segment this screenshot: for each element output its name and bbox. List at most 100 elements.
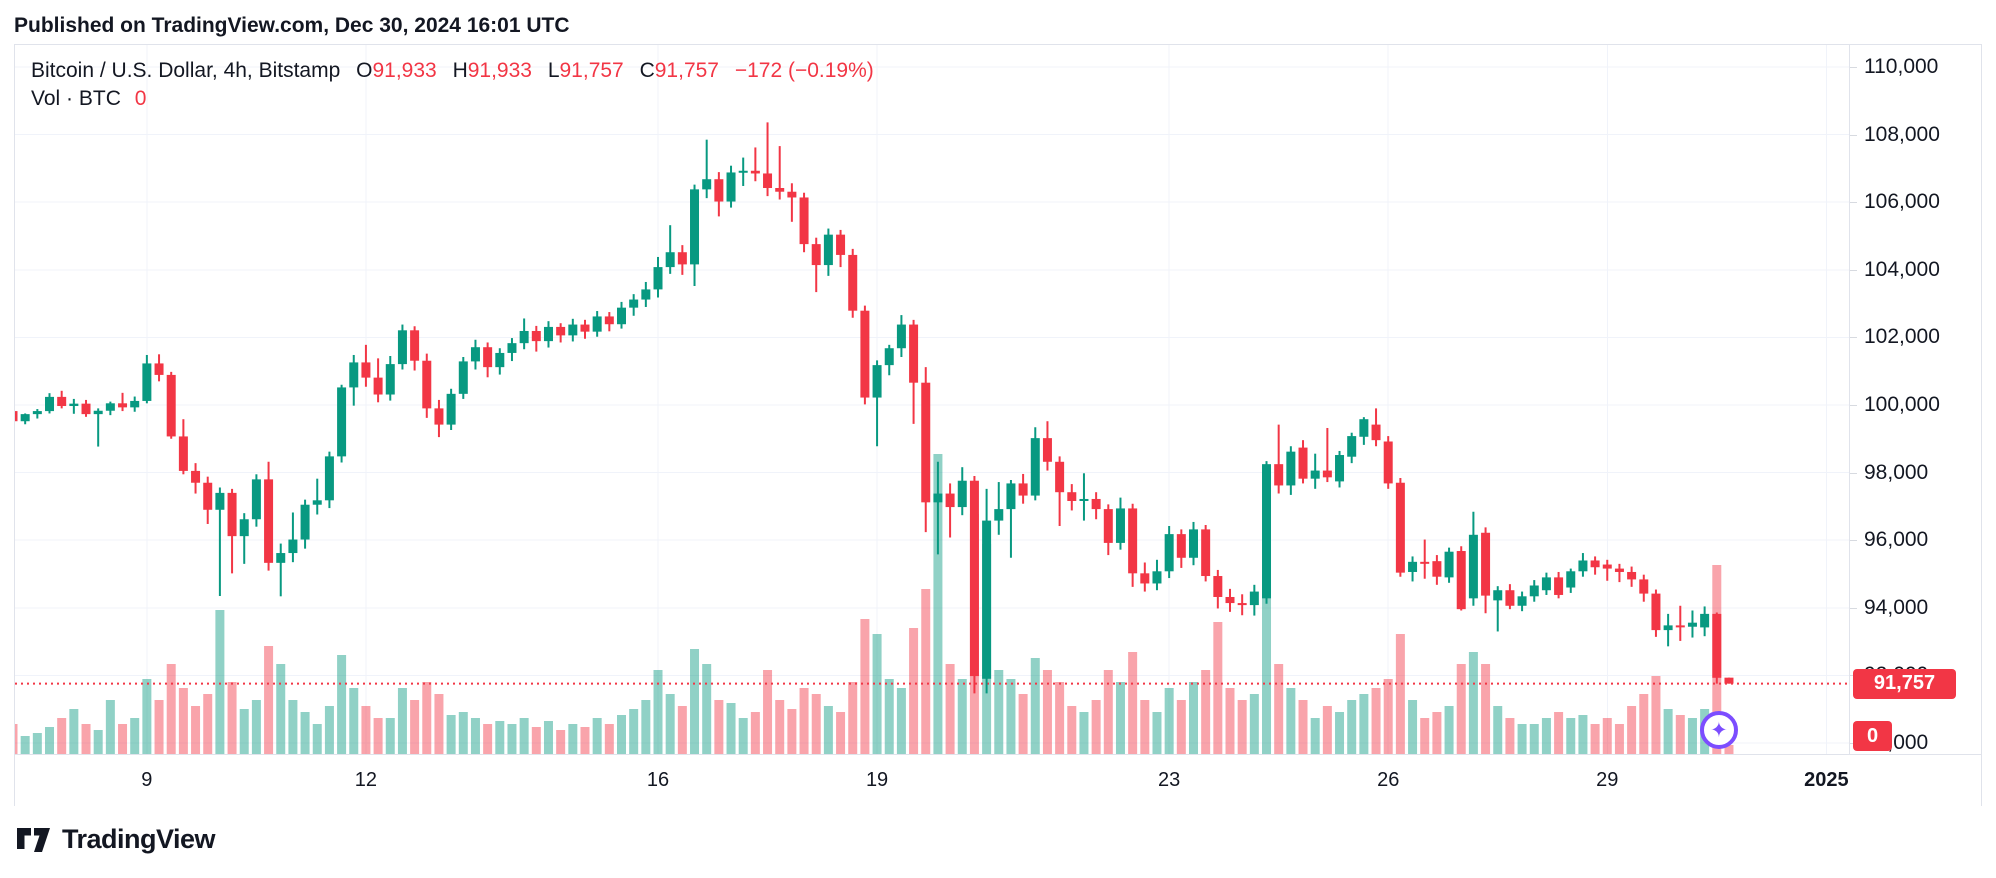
volume-bar bbox=[1055, 682, 1065, 754]
volume-bar bbox=[264, 646, 274, 754]
volume-bar bbox=[909, 628, 919, 754]
ohlc-low-value: 91,757 bbox=[559, 59, 624, 82]
volume-bar bbox=[763, 670, 773, 754]
candle-body bbox=[909, 324, 919, 383]
ohlc-open-value: 91,933 bbox=[372, 59, 437, 82]
time-tick-label: 16 bbox=[646, 769, 670, 791]
price-axis[interactable]: 91,757 0 110,000 108,000 106,000 104,000 102… bbox=[1849, 45, 1982, 754]
price-tick-label: 102,000 bbox=[1864, 325, 1940, 349]
candle-body bbox=[1468, 534, 1478, 599]
volume-bar bbox=[1274, 664, 1284, 754]
volume-bar bbox=[531, 727, 541, 754]
price-tick-mark bbox=[1850, 337, 1857, 339]
candle-body bbox=[690, 189, 700, 265]
candle-body bbox=[1225, 596, 1235, 604]
volume-bar bbox=[1262, 574, 1272, 754]
volume-bar bbox=[1128, 652, 1138, 754]
candle-body bbox=[118, 403, 128, 408]
volume-bar bbox=[933, 454, 943, 754]
candle-body bbox=[896, 324, 906, 349]
candle-body bbox=[872, 365, 882, 398]
volume-bar bbox=[1322, 706, 1332, 754]
candle-body bbox=[215, 492, 225, 510]
volume-bar bbox=[191, 706, 201, 754]
volume-bar bbox=[641, 700, 651, 754]
volume-bar bbox=[227, 682, 237, 754]
volume-bar bbox=[361, 706, 371, 754]
candle-body bbox=[1128, 508, 1138, 574]
volume-bar bbox=[677, 706, 687, 754]
legend-line-1: Bitcoin / U.S. Dollar, 4h, Bitstamp O91,… bbox=[31, 57, 874, 85]
candle-body bbox=[276, 553, 286, 563]
volume-bar bbox=[629, 709, 639, 754]
candle-body bbox=[531, 330, 541, 342]
volume-bar bbox=[507, 724, 517, 754]
candle-body bbox=[239, 519, 249, 537]
candle-body bbox=[543, 326, 553, 342]
candle-body bbox=[410, 330, 420, 361]
volume-bar bbox=[714, 700, 724, 754]
price-tick-mark bbox=[1850, 472, 1857, 474]
candle-body bbox=[1188, 529, 1198, 558]
candle-body bbox=[1712, 613, 1722, 678]
candle-body bbox=[191, 470, 201, 483]
candle-body bbox=[324, 456, 334, 501]
volume-bar bbox=[1432, 712, 1442, 754]
tradingview-wordmark[interactable]: TradingView bbox=[62, 824, 216, 854]
volume-bar bbox=[1602, 718, 1612, 754]
candle-body bbox=[349, 362, 359, 388]
volume-bar bbox=[1164, 688, 1174, 754]
candle-body bbox=[1578, 560, 1588, 572]
ohlc-high-key: H bbox=[452, 59, 468, 82]
candle-body bbox=[32, 411, 42, 415]
volume-bar bbox=[665, 694, 675, 754]
volume-bar bbox=[787, 709, 797, 754]
volume-bar bbox=[1468, 652, 1478, 754]
time-axis[interactable]: 9 12 16 19 23 26 29 2025 bbox=[15, 754, 1981, 806]
symbol-title[interactable]: Bitcoin / U.S. Dollar, 4h, Bitstamp bbox=[31, 59, 341, 82]
volume-bar bbox=[1675, 715, 1685, 754]
candle-body bbox=[458, 361, 468, 394]
volume-label[interactable]: Vol · BTC bbox=[31, 87, 121, 110]
candle-body bbox=[1030, 438, 1040, 496]
sparkle-star-icon: ✦ bbox=[1710, 718, 1728, 742]
candle-body bbox=[1432, 561, 1442, 577]
volume-bar bbox=[312, 724, 322, 754]
candle-body bbox=[982, 520, 992, 679]
volume-bar bbox=[690, 649, 700, 754]
volume-bar bbox=[1383, 679, 1393, 754]
volume-bar bbox=[288, 700, 298, 754]
volume-bar bbox=[848, 682, 858, 754]
candle-body bbox=[775, 188, 785, 192]
candle-body bbox=[969, 480, 979, 677]
volume-bar bbox=[1079, 712, 1089, 754]
candle-body bbox=[105, 403, 115, 411]
volume-bar bbox=[1042, 670, 1052, 754]
sparkle-badge-icon[interactable]: ✦ bbox=[1699, 711, 1738, 749]
price-tick-mark bbox=[1850, 405, 1857, 406]
volume-bar bbox=[434, 694, 444, 754]
candle-body bbox=[142, 363, 152, 401]
candle-body bbox=[1383, 441, 1393, 484]
volume-bar bbox=[1590, 724, 1600, 754]
volume-bar bbox=[1115, 682, 1125, 754]
volume-bar bbox=[57, 718, 67, 754]
volume-bar bbox=[1067, 706, 1077, 754]
candle-body bbox=[495, 352, 505, 368]
time-tick-label: 23 bbox=[1158, 769, 1181, 791]
volume-bar bbox=[1627, 706, 1637, 754]
volume-bar bbox=[458, 712, 468, 754]
candle-body bbox=[592, 316, 602, 332]
candle-body bbox=[1505, 590, 1515, 606]
tradingview-logo-icon[interactable] bbox=[16, 827, 52, 853]
price-tick-label: 96,000 bbox=[1864, 528, 1929, 552]
candle-body bbox=[166, 374, 176, 437]
price-pane[interactable] bbox=[15, 45, 1849, 754]
volume-bar bbox=[1237, 700, 1247, 754]
candle-body bbox=[1262, 464, 1272, 599]
volume-bar bbox=[896, 688, 906, 754]
candle-body bbox=[1055, 461, 1065, 493]
price-tick-mark bbox=[1850, 269, 1857, 271]
candle-body bbox=[1529, 585, 1539, 597]
volume-bar bbox=[69, 709, 79, 754]
